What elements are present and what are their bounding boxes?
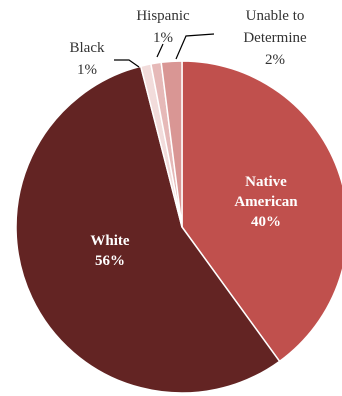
slice-native-american-label: American — [234, 194, 298, 210]
pie-slice-native-american — [181, 60, 342, 363]
pie-slices — [15, 60, 342, 394]
slice-black-value-label: 1% — [77, 62, 97, 78]
slice-hispanic-label: Hispanic — [136, 8, 190, 24]
slice-unable-to-determine-label: Determine — [243, 30, 307, 46]
slice-white-label: White — [90, 233, 130, 249]
slice-unable-to-determine-value-label: 2% — [265, 52, 285, 68]
pie-slice-white — [15, 65, 281, 394]
pie-slice-unable-to-determine — [160, 60, 183, 228]
leader-line-hispanic — [156, 43, 164, 58]
leader-line-black — [114, 59, 140, 68]
slice-native-american-label: Native — [245, 174, 287, 190]
slice-native-american-value-label: 40% — [251, 214, 281, 230]
slice-white-value-label: 56% — [95, 253, 125, 269]
leader-lines — [114, 33, 215, 68]
leader-line-unable-to-determine — [175, 33, 215, 60]
slice-black-label: Black — [70, 40, 105, 56]
slice-hispanic-value-label: 1% — [153, 30, 173, 46]
slice-unable-to-determine-label: Unable to — [246, 8, 305, 24]
slice-labels: Native American 40% White 56% Black 1% Hispanic… — [70, 8, 307, 269]
